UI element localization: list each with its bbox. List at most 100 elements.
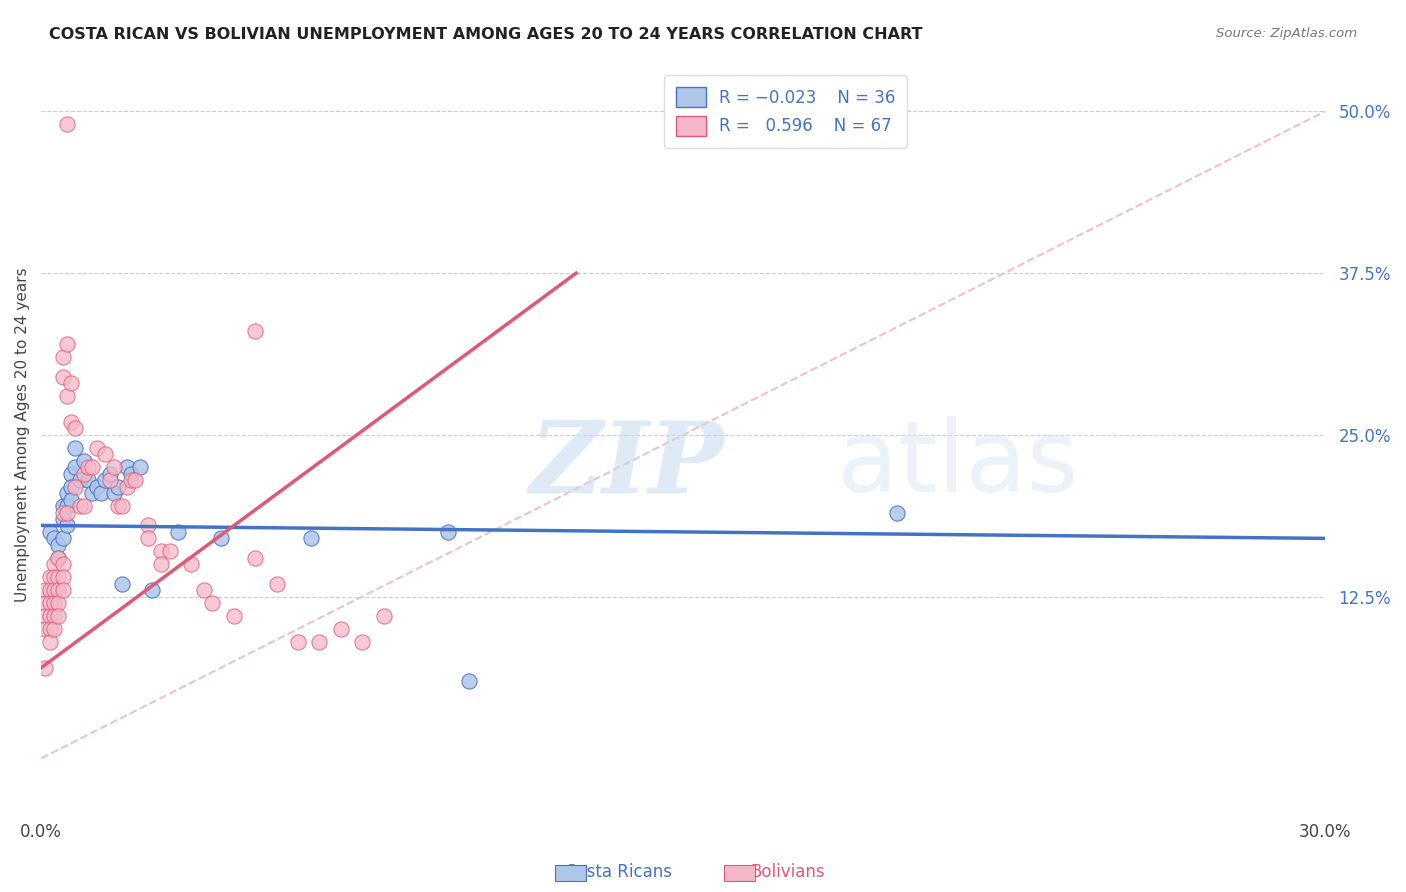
Point — [287, 635, 309, 649]
Point — [60, 415, 83, 429]
Point — [82, 460, 104, 475]
Text: atlas: atlas — [837, 417, 1078, 514]
Point — [51, 369, 73, 384]
Point — [115, 480, 138, 494]
Point — [42, 596, 65, 610]
Point — [60, 492, 83, 507]
Point — [42, 622, 65, 636]
Point — [124, 473, 146, 487]
Point — [56, 506, 79, 520]
Point — [56, 337, 79, 351]
Point — [458, 673, 481, 688]
Point — [86, 480, 108, 494]
Point — [56, 486, 79, 500]
Point — [60, 467, 83, 481]
Point — [308, 635, 330, 649]
Point — [77, 473, 100, 487]
Point — [82, 486, 104, 500]
Point — [38, 524, 60, 539]
Point — [886, 506, 908, 520]
Point — [51, 506, 73, 520]
Point — [86, 441, 108, 455]
Point — [77, 460, 100, 475]
Point — [34, 596, 56, 610]
Point — [46, 550, 69, 565]
Point — [34, 622, 56, 636]
Point — [73, 467, 96, 481]
Point — [141, 583, 163, 598]
Point — [128, 460, 150, 475]
Point — [111, 576, 134, 591]
Point — [38, 583, 60, 598]
Point — [90, 486, 112, 500]
Point — [120, 467, 142, 481]
Point — [42, 558, 65, 572]
Point — [51, 499, 73, 513]
Text: Source: ZipAtlas.com: Source: ZipAtlas.com — [1216, 27, 1357, 40]
Point — [209, 532, 232, 546]
Point — [34, 661, 56, 675]
Text: ZIP: ZIP — [529, 417, 724, 513]
Point — [115, 460, 138, 475]
Point — [46, 538, 69, 552]
Legend: R = −0.023    N = 36, R =   0.596    N = 67: R = −0.023 N = 36, R = 0.596 N = 67 — [665, 76, 907, 148]
Point — [352, 635, 374, 649]
Point — [436, 524, 458, 539]
Point — [69, 473, 91, 487]
Point — [149, 558, 172, 572]
Text: Costa Ricans: Costa Ricans — [565, 863, 672, 881]
Point — [136, 532, 159, 546]
Point — [51, 583, 73, 598]
Point — [94, 447, 117, 461]
Point — [159, 544, 181, 558]
Point — [73, 499, 96, 513]
Point — [120, 473, 142, 487]
Point — [51, 532, 73, 546]
Point — [65, 421, 87, 435]
Point — [98, 467, 121, 481]
Point — [42, 570, 65, 584]
Point — [266, 576, 288, 591]
Point — [193, 583, 215, 598]
Point — [46, 570, 69, 584]
Point — [51, 350, 73, 364]
Point — [329, 622, 352, 636]
Point — [111, 499, 134, 513]
Point — [222, 609, 245, 624]
Point — [243, 324, 266, 338]
Point — [38, 635, 60, 649]
Point — [38, 596, 60, 610]
Point — [107, 499, 129, 513]
Point — [56, 518, 79, 533]
Point — [98, 473, 121, 487]
Point — [373, 609, 395, 624]
Point — [56, 389, 79, 403]
Point — [34, 609, 56, 624]
Point — [56, 117, 79, 131]
Point — [136, 518, 159, 533]
Point — [51, 570, 73, 584]
Point — [56, 499, 79, 513]
Point — [51, 558, 73, 572]
Point — [65, 441, 87, 455]
Point — [38, 570, 60, 584]
Point — [34, 583, 56, 598]
Point — [73, 454, 96, 468]
Point — [167, 524, 190, 539]
Point — [243, 550, 266, 565]
Point — [103, 486, 125, 500]
Point — [180, 558, 202, 572]
Point — [46, 609, 69, 624]
Text: COSTA RICAN VS BOLIVIAN UNEMPLOYMENT AMONG AGES 20 TO 24 YEARS CORRELATION CHART: COSTA RICAN VS BOLIVIAN UNEMPLOYMENT AMO… — [49, 27, 922, 42]
Point — [46, 550, 69, 565]
Point — [65, 480, 87, 494]
Text: Bolivians: Bolivians — [749, 863, 825, 881]
Point — [60, 376, 83, 390]
Point — [42, 583, 65, 598]
Point — [94, 473, 117, 487]
Point — [69, 499, 91, 513]
Point — [51, 512, 73, 526]
Point — [65, 460, 87, 475]
Point — [299, 532, 322, 546]
Point — [38, 622, 60, 636]
